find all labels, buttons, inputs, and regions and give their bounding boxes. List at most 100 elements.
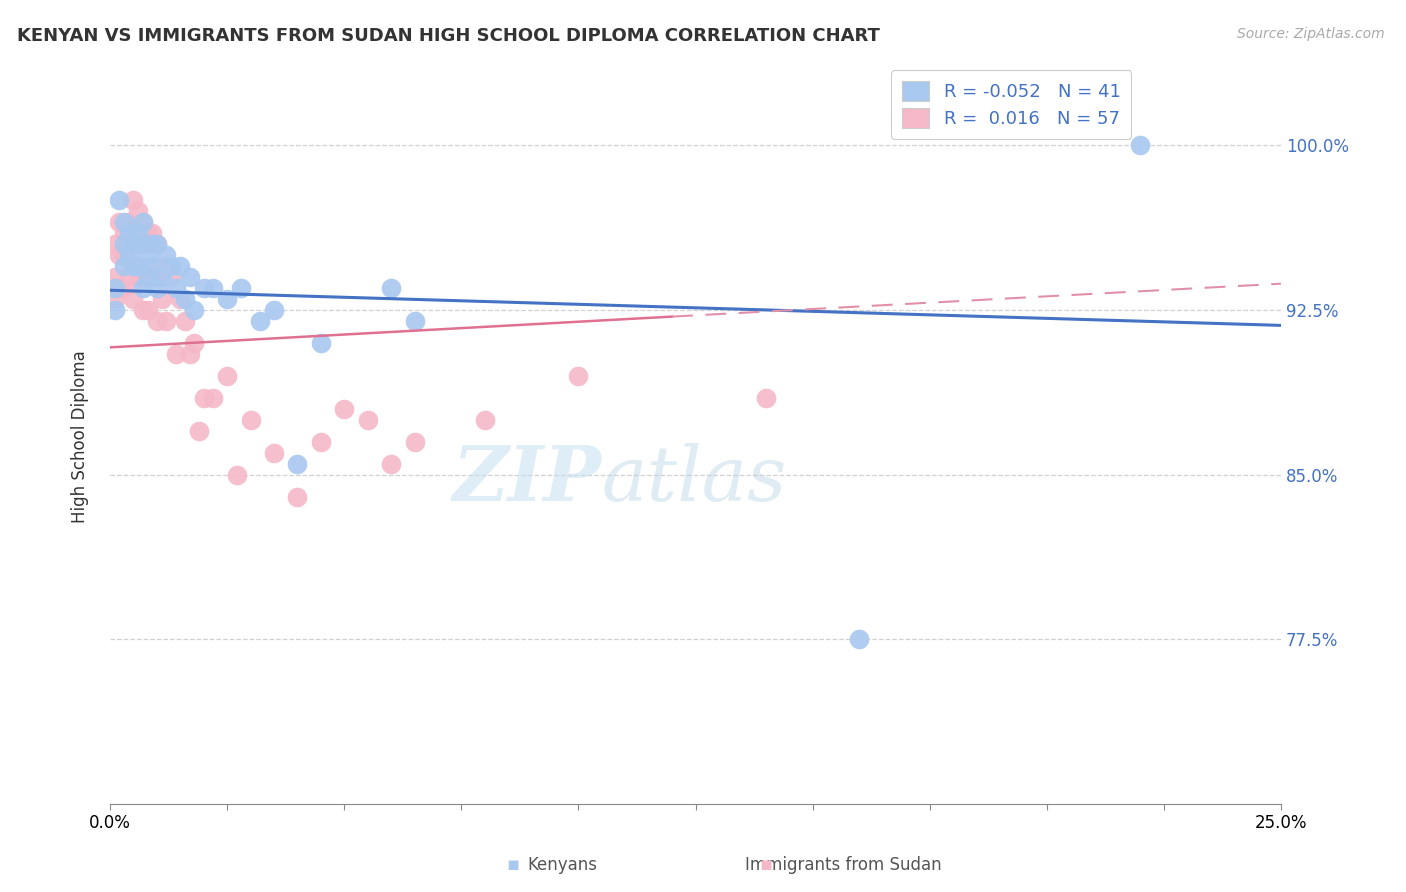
Point	[132, 270, 155, 285]
Point	[108, 193, 131, 207]
Point	[183, 303, 205, 318]
Point	[193, 281, 215, 295]
Point	[169, 259, 191, 273]
Point	[104, 281, 127, 295]
Point	[132, 237, 155, 252]
Point	[239, 413, 262, 427]
Point	[309, 335, 332, 350]
Point	[104, 303, 127, 318]
Point	[183, 335, 205, 350]
Text: KENYAN VS IMMIGRANTS FROM SUDAN HIGH SCHOOL DIPLOMA CORRELATION CHART: KENYAN VS IMMIGRANTS FROM SUDAN HIGH SCH…	[17, 27, 880, 45]
Point	[263, 303, 285, 318]
Point	[165, 281, 187, 295]
Point	[755, 391, 778, 405]
Point	[160, 270, 183, 285]
Point	[112, 215, 135, 229]
Legend: R = -0.052   N = 41, R =  0.016   N = 57: R = -0.052 N = 41, R = 0.016 N = 57	[891, 70, 1132, 139]
Point	[127, 270, 149, 285]
Point	[108, 281, 131, 295]
Point	[309, 434, 332, 449]
Point	[380, 281, 402, 295]
Point	[333, 401, 356, 416]
Point	[150, 270, 173, 285]
Point	[132, 281, 155, 295]
Point	[202, 281, 225, 295]
Text: Source: ZipAtlas.com: Source: ZipAtlas.com	[1237, 27, 1385, 41]
Text: Immigrants from Sudan: Immigrants from Sudan	[745, 855, 942, 873]
Text: ZIP: ZIP	[453, 443, 602, 517]
Point	[118, 215, 141, 229]
Point	[108, 248, 131, 262]
Point	[231, 281, 253, 295]
Point	[141, 237, 163, 252]
Point	[112, 248, 135, 262]
Point	[122, 259, 145, 273]
Point	[136, 248, 159, 262]
Point	[174, 292, 197, 306]
Point	[108, 215, 131, 229]
Point	[122, 226, 145, 240]
Point	[155, 314, 177, 328]
Point	[356, 413, 378, 427]
Point	[127, 226, 149, 240]
Point	[122, 237, 145, 252]
Point	[104, 292, 127, 306]
Point	[217, 292, 239, 306]
Point	[287, 457, 309, 471]
Point	[263, 446, 285, 460]
Point	[169, 292, 191, 306]
Point	[118, 248, 141, 262]
Point	[112, 226, 135, 240]
Text: ▪: ▪	[506, 855, 520, 873]
Point	[104, 270, 127, 285]
Point	[127, 237, 149, 252]
Point	[132, 303, 155, 318]
Point	[217, 368, 239, 383]
Point	[141, 270, 163, 285]
Point	[404, 314, 426, 328]
Point	[136, 270, 159, 285]
Point	[474, 413, 496, 427]
Point	[122, 193, 145, 207]
Point	[112, 237, 135, 252]
Point	[146, 270, 169, 285]
Point	[136, 303, 159, 318]
Point	[141, 226, 163, 240]
Point	[146, 314, 169, 328]
Text: ▪: ▪	[759, 855, 773, 873]
Point	[249, 314, 271, 328]
Y-axis label: High School Diploma: High School Diploma	[72, 350, 89, 523]
Point	[150, 292, 173, 306]
Point	[174, 314, 197, 328]
Point	[202, 391, 225, 405]
Point	[127, 204, 149, 219]
Point	[188, 424, 211, 438]
Point	[146, 237, 169, 252]
Point	[146, 237, 169, 252]
Point	[104, 237, 127, 252]
Point	[122, 292, 145, 306]
Point	[112, 281, 135, 295]
Point	[141, 259, 163, 273]
Point	[380, 457, 402, 471]
Point	[118, 226, 141, 240]
Point	[567, 368, 589, 383]
Point	[118, 270, 141, 285]
Point	[160, 259, 183, 273]
Point	[193, 391, 215, 405]
Point	[136, 226, 159, 240]
Point	[118, 237, 141, 252]
Point	[225, 467, 247, 482]
Point	[132, 237, 155, 252]
Point	[155, 248, 177, 262]
Point	[155, 259, 177, 273]
Point	[127, 259, 149, 273]
Point	[179, 270, 201, 285]
Point	[146, 281, 169, 295]
Point	[122, 259, 145, 273]
Point	[132, 215, 155, 229]
Point	[1129, 138, 1152, 153]
Text: Kenyans: Kenyans	[527, 855, 598, 873]
Point	[112, 259, 135, 273]
Point	[136, 259, 159, 273]
